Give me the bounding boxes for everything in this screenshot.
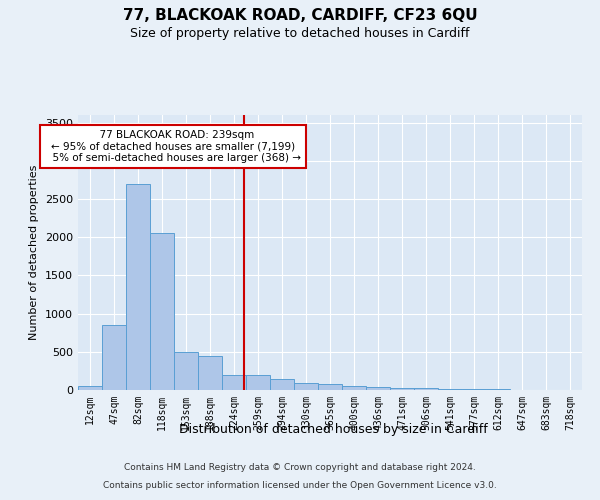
- Bar: [342, 386, 366, 390]
- Text: Contains HM Land Registry data © Crown copyright and database right 2024.: Contains HM Land Registry data © Crown c…: [124, 464, 476, 472]
- Bar: [462, 389, 486, 390]
- Bar: [366, 388, 390, 390]
- Bar: [414, 388, 438, 390]
- Bar: [318, 384, 342, 390]
- Bar: [438, 389, 462, 390]
- Y-axis label: Number of detached properties: Number of detached properties: [29, 165, 40, 340]
- Bar: [126, 184, 150, 390]
- Bar: [294, 383, 318, 390]
- Bar: [390, 388, 414, 390]
- Bar: [102, 325, 126, 390]
- Text: Distribution of detached houses by size in Cardiff: Distribution of detached houses by size …: [179, 422, 487, 436]
- Text: Size of property relative to detached houses in Cardiff: Size of property relative to detached ho…: [130, 28, 470, 40]
- Bar: [150, 234, 174, 390]
- Bar: [270, 380, 294, 390]
- Bar: [174, 352, 198, 390]
- Text: 77 BLACKOAK ROAD: 239sqm
← 95% of detached houses are smaller (7,199)
  5% of se: 77 BLACKOAK ROAD: 239sqm ← 95% of detach…: [46, 130, 301, 163]
- Text: 77, BLACKOAK ROAD, CARDIFF, CF23 6QU: 77, BLACKOAK ROAD, CARDIFF, CF23 6QU: [122, 8, 478, 22]
- Bar: [246, 376, 270, 390]
- Bar: [78, 386, 102, 390]
- Bar: [222, 374, 246, 390]
- Bar: [198, 356, 222, 390]
- Text: Contains public sector information licensed under the Open Government Licence v3: Contains public sector information licen…: [103, 481, 497, 490]
